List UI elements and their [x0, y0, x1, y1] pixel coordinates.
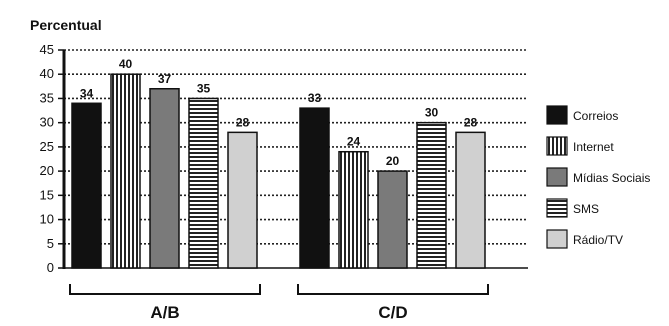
legend-label: SMS: [573, 202, 599, 216]
bar: [455, 131, 486, 269]
category-bracket: [297, 284, 489, 295]
y-tick-label: 10: [40, 212, 54, 227]
category-label: C/D: [378, 303, 407, 322]
y-tick-label: 45: [40, 42, 54, 57]
bar: [416, 121, 447, 269]
bars: 34 40 37 35 28 33 24 20 30 28: [71, 57, 486, 269]
y-tick-label: 25: [40, 139, 54, 154]
y-axis: 0 5 10 15 20 25 30 35 40 45: [40, 42, 528, 275]
bar: [338, 150, 369, 269]
bar: [227, 131, 258, 269]
legend-swatch: [546, 136, 568, 156]
bar-value-label: 28: [236, 115, 250, 129]
category-bracket: [69, 284, 261, 295]
bar-value-label: 37: [158, 72, 172, 86]
legend-swatch: [546, 167, 568, 187]
y-tick-label: 40: [40, 66, 54, 81]
y-axis-title: Percentual: [30, 17, 102, 33]
legend-label: Internet: [573, 140, 614, 154]
bar: [110, 73, 141, 269]
category-label: A/B: [150, 303, 179, 322]
legend-swatch: [546, 198, 568, 218]
bar-value-label: 35: [197, 81, 211, 95]
legend-label: Correios: [573, 109, 618, 123]
legend-swatch: [546, 229, 568, 249]
bar-value-label: 30: [425, 106, 439, 120]
bar-value-label: 28: [464, 115, 478, 129]
bar: [149, 88, 180, 269]
y-tick-label: 30: [40, 115, 54, 130]
bar-value-label: 34: [80, 86, 94, 100]
bar: [188, 97, 219, 269]
y-tick-label: 35: [40, 90, 54, 105]
legend-swatch: [546, 105, 568, 125]
bar: [71, 102, 102, 269]
legend: Correios Internet Mídias Sociais SMS Rádio/T…: [546, 105, 650, 249]
legend-label: Rádio/TV: [573, 233, 623, 247]
bar: [299, 107, 330, 269]
bar-value-label: 24: [347, 135, 361, 149]
y-tick-label: 15: [40, 187, 54, 202]
bar-value-label: 33: [308, 91, 322, 105]
bar-value-label: 20: [386, 154, 400, 168]
bar-value-label: 40: [119, 57, 133, 71]
bar: [377, 170, 408, 269]
legend-label: Mídias Sociais: [573, 171, 650, 185]
category-brackets: A/B C/D: [69, 284, 489, 322]
gridlines: [64, 49, 528, 245]
y-tick-label: 5: [47, 236, 54, 251]
y-tick-label: 0: [47, 260, 54, 275]
y-tick-label: 20: [40, 163, 54, 178]
